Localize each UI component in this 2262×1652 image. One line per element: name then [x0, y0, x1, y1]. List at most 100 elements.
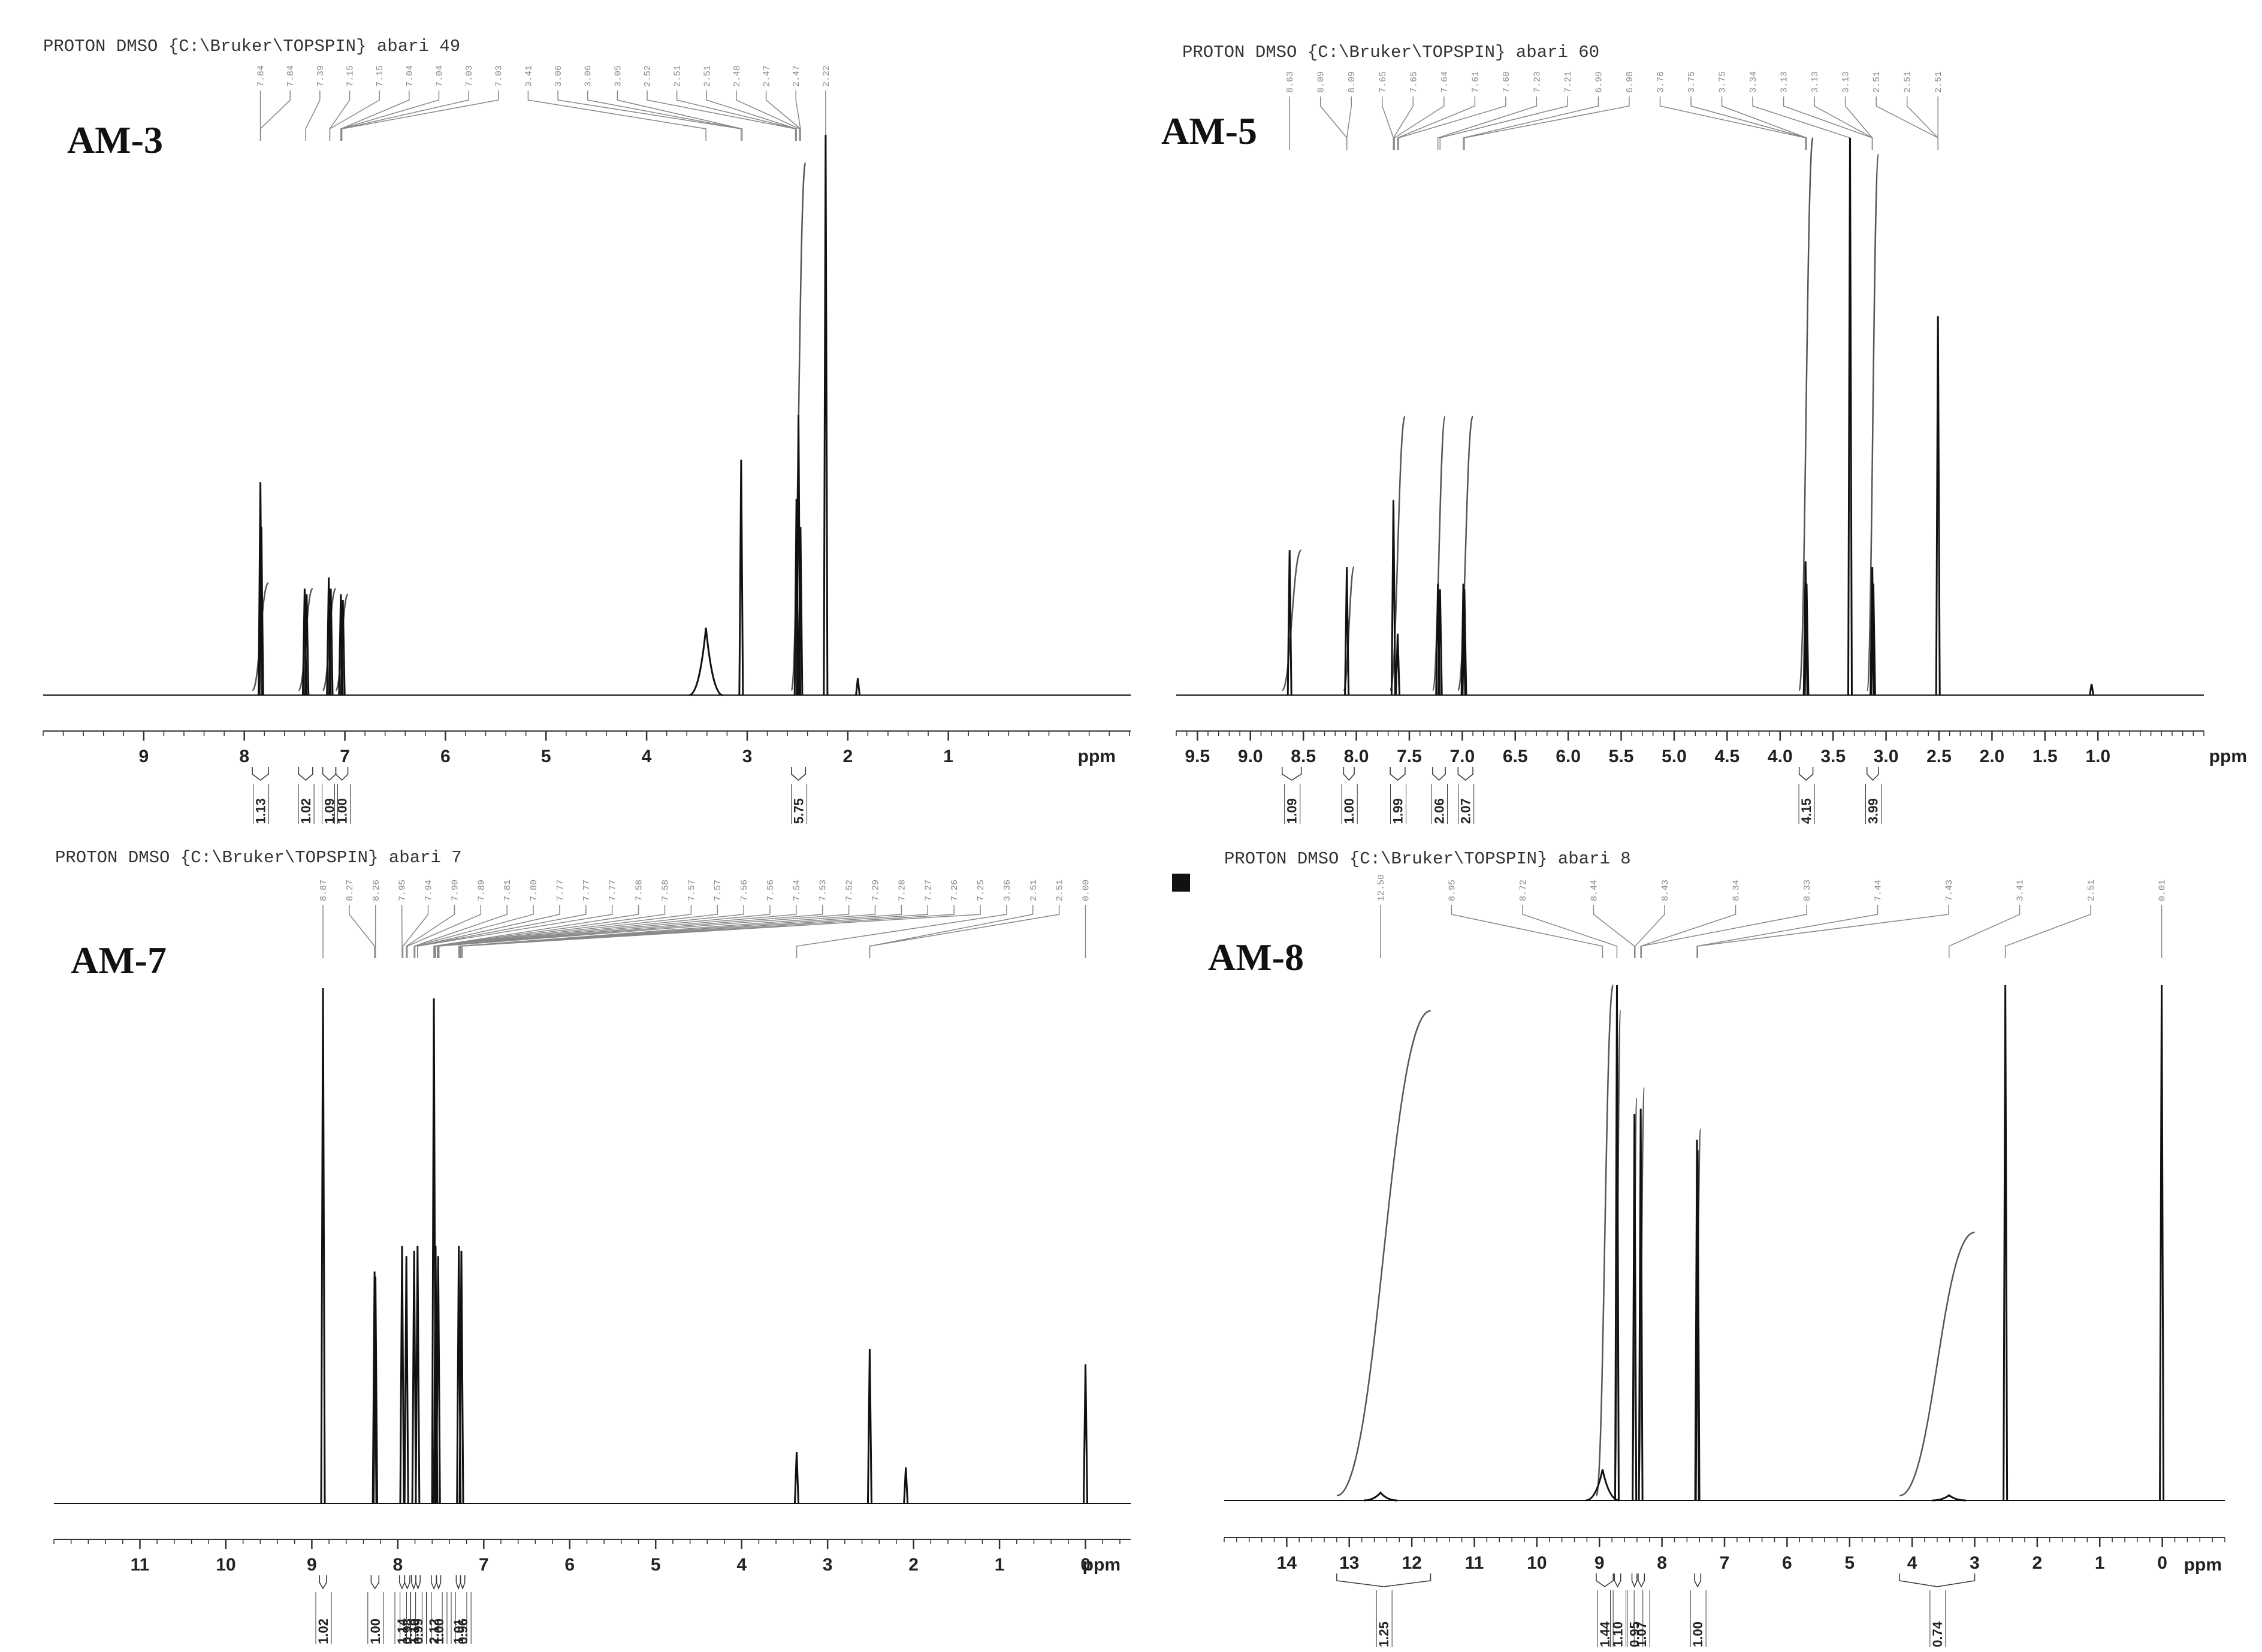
peak-shift-label: 2.51: [1872, 71, 1882, 93]
peak-shift-label: 7.56: [739, 880, 750, 901]
axis-tick-label: 9: [1594, 1553, 1605, 1573]
integral-value-group: 1.25 1.441.10 0.951.07 1.00 0.74: [1336, 1574, 1976, 1647]
axis-tick-label: 14: [1277, 1553, 1297, 1573]
peak-shift-label: 3.41: [2016, 880, 2026, 901]
axis-tick-label: 0: [2157, 1553, 2167, 1573]
axis-tick-label: 2.5: [1926, 747, 1952, 766]
peak-connector: [461, 905, 981, 958]
peak-shift-label: 7.29: [871, 880, 881, 901]
axis-tick-label: 12: [1402, 1553, 1421, 1573]
peak-shift-label: 3.34: [1748, 71, 1759, 93]
peak-shift-label: 7.80: [529, 880, 539, 901]
peak-connector: [437, 905, 823, 958]
axis-tick-label: 4.5: [1715, 747, 1740, 766]
integral-bracket: [1343, 767, 1355, 781]
spectrum-peak: [1870, 567, 1876, 696]
nmr-panel-am3: PROTON DMSO {C:\Bruker\TOPSPIN} abari 49…: [0, 0, 1131, 826]
nmr-spectrum-am3: PROTON DMSO {C:\Bruker\TOPSPIN} abari 49…: [43, 37, 1131, 824]
peak-shift-label: 2.22: [822, 65, 832, 87]
peak-connector: [527, 90, 706, 141]
peak-connector: [329, 90, 351, 141]
peak-shift-label: 7.64: [1440, 71, 1450, 93]
compound-label: AM-3: [67, 119, 163, 161]
peak-shift-label: 6.98: [1625, 71, 1635, 93]
peak-label-group: 12.50 8.95 8.72 8.44 8.43 8.34 8.33 7.44 7.43 3.4…: [1376, 874, 2168, 958]
spectrum-peak: [403, 1256, 409, 1504]
integral-bracket: [455, 1575, 461, 1590]
axis-tick-label: 8: [239, 747, 249, 766]
integral-value: 1.44: [1597, 1621, 1612, 1647]
figure-marker: [1172, 874, 1190, 892]
peak-connector: [413, 905, 508, 958]
spectrum-trace: [1176, 137, 2204, 696]
peak-connector: [414, 905, 534, 958]
integral-value: 0.74: [1930, 1621, 1945, 1647]
axis-tick-label: 3: [1970, 1553, 1980, 1573]
peak-connector: [1696, 905, 1879, 958]
peak-shift-label: 7.94: [424, 880, 434, 901]
axis-tick-label: 6: [440, 747, 451, 766]
peak-connector: [557, 90, 742, 141]
axis-tick-label: 11: [131, 1555, 150, 1575]
integral-bracket: [791, 767, 807, 781]
axis-tick-label: 1.5: [2033, 747, 2058, 766]
peak-shift-label: 3.76: [1656, 71, 1666, 93]
peak-shift-label: 7.58: [660, 880, 671, 901]
integral-bracket: [1336, 1574, 1432, 1587]
peak-shift-label: 7.95: [398, 880, 408, 901]
integral-value: 2.06: [1432, 798, 1446, 824]
integral-bracket: [1390, 767, 1406, 781]
experiment-header: PROTON DMSO {C:\Bruker\TOPSPIN} abari 49: [43, 37, 460, 56]
peak-connector: [1690, 96, 1807, 150]
peak-connector: [438, 905, 850, 958]
axis-unit: ppm: [1078, 747, 1116, 766]
peak-connector: [341, 90, 469, 141]
integral-curve: [1432, 415, 1446, 691]
integral-bracket: [1596, 1574, 1614, 1587]
axis-tick-label: 10: [1527, 1553, 1547, 1573]
axis-tick-label: 11: [1465, 1553, 1484, 1573]
peak-shift-label: 7.15: [346, 65, 356, 87]
spectrum-peak: [855, 678, 861, 696]
peak-connector: [617, 90, 743, 141]
peak-shift-label: 2.52: [643, 65, 653, 87]
peak-connector: [1697, 905, 1949, 958]
peak-shift-label: 8.87: [319, 880, 329, 901]
experiment-header: PROTON DMSO {C:\Bruker\TOPSPIN} abari 60: [1182, 43, 1599, 62]
nmr-spectrum-am7: PROTON DMSO {C:\Bruker\TOPSPIN} abari 7 …: [53, 848, 1131, 1644]
peak-connector: [1659, 96, 1806, 150]
integral-bracket: [298, 767, 313, 781]
peak-shift-label: 2.51: [1934, 71, 1944, 93]
compound-label: AM-7: [71, 939, 167, 981]
peak-shift-label: 8.34: [1732, 880, 1742, 901]
axis-tick-label: 5: [651, 1555, 661, 1575]
axis-tick-label: 2: [908, 1555, 919, 1575]
peak-connector: [461, 905, 955, 958]
integral-value: 2.12: [427, 1618, 442, 1644]
integral-value: 1.10: [406, 1618, 421, 1644]
axis-tick-label: 3.0: [1874, 747, 1899, 766]
integral-bracket: [370, 1575, 380, 1590]
peak-shift-label: 7.77: [582, 880, 592, 901]
peak-shift-label: 7.26: [950, 880, 960, 901]
spectrum-peak: [1390, 500, 1396, 696]
peak-connector: [1634, 905, 1665, 958]
axis-unit: ppm: [1083, 1555, 1121, 1575]
peak-connector: [1464, 96, 1630, 150]
integral-bracket: [1798, 767, 1814, 781]
integral-value: 1.00: [1690, 1621, 1705, 1647]
spectrum-peak: [1638, 1109, 1644, 1501]
peak-connector: [796, 905, 1007, 958]
integral-curve: [1457, 415, 1474, 691]
integral-value: 0.95: [1627, 1621, 1642, 1647]
integral-value: 1.01: [451, 1618, 466, 1644]
integral-value: 3.99: [1865, 798, 1880, 824]
peak-shift-label: 6.99: [1594, 71, 1604, 93]
nmr-spectrum-am5: PROTON DMSO {C:\Bruker\TOPSPIN} abari 60…: [1161, 43, 2247, 824]
peak-shift-label: 7.03: [494, 65, 505, 87]
peak-connector: [2004, 905, 2091, 958]
peak-shift-label: 2.51: [1903, 71, 1913, 93]
peak-connector: [736, 90, 800, 141]
peak-shift-label: 2.48: [732, 65, 742, 87]
axis-tick-label: 5.5: [1609, 747, 1634, 766]
